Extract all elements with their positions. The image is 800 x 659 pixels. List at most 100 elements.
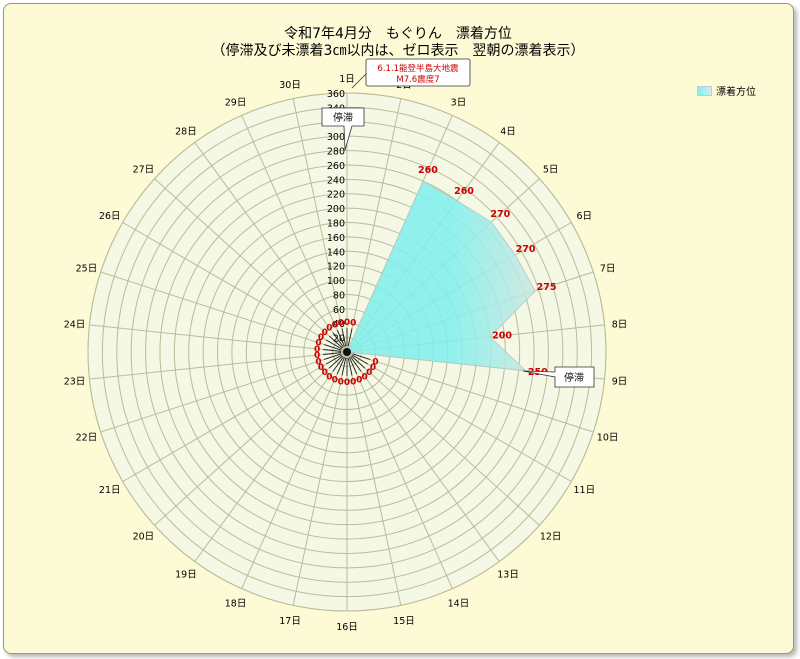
radar-spoke [194, 351, 348, 562]
radar-spoke [346, 351, 402, 606]
radar-spoke [89, 351, 348, 380]
category-label: 16日 [336, 622, 358, 633]
radial-tick-label: 100 [327, 276, 345, 287]
data-label: 0 [344, 318, 350, 328]
data-label: 260 [418, 165, 438, 176]
category-label: 20日 [133, 531, 155, 542]
data-label: 0 [344, 378, 350, 388]
category-label: 21日 [99, 485, 121, 496]
data-label: 0 [366, 368, 372, 378]
data-label: 0 [370, 363, 376, 373]
radar-spoke [122, 222, 348, 353]
radial-tick-label: 20 [333, 334, 345, 345]
category-label: 8日 [612, 319, 628, 330]
data-label: 0 [326, 324, 332, 334]
legend: 漂着方位 [697, 83, 756, 98]
data-label: 0 [314, 351, 320, 361]
radial-tick-label: 160 [327, 233, 345, 244]
radial-tick-label: 360 [327, 89, 345, 100]
category-label: 12日 [540, 531, 562, 542]
data-label: 0 [350, 377, 356, 387]
data-label: 0 [356, 375, 362, 385]
data-label: 0 [332, 375, 338, 385]
category-label: 29日 [225, 98, 247, 109]
radar-spoke [241, 115, 348, 353]
series-marker [351, 354, 369, 365]
data-label: 0 [322, 368, 328, 378]
series-area [346, 180, 536, 372]
radar-spoke [100, 351, 348, 433]
data-label: 270 [490, 209, 510, 220]
radar-spoke [154, 351, 348, 526]
radar-spoke [346, 351, 453, 589]
data-label: 270 [516, 244, 536, 255]
series-marker [350, 356, 362, 372]
radial-tick-label: 80 [333, 290, 345, 301]
radar-spoke [292, 351, 348, 606]
radar-spoke [89, 324, 348, 353]
data-label: 260 [454, 186, 474, 197]
category-label: 14日 [448, 598, 470, 609]
chart-subtitle: （停滞及び未漂着3㎝以内は、ゼロ表示 翌朝の漂着表示） [211, 43, 585, 59]
stagnation-callout-top [321, 107, 365, 151]
series-marker [341, 328, 347, 347]
data-label: 0 [326, 372, 332, 382]
series-marker [336, 357, 345, 375]
radar-spoke [154, 178, 348, 353]
data-label: 200 [492, 331, 512, 342]
category-label: 30日 [279, 80, 301, 91]
radar-spoke [122, 351, 348, 482]
radial-tick-label: 180 [327, 219, 345, 230]
series-marker [332, 332, 344, 348]
series-marker [341, 357, 347, 376]
radar-spoke [194, 142, 348, 353]
series-marker [332, 356, 344, 372]
category-label: 28日 [175, 126, 197, 137]
category-label: 7日 [600, 263, 616, 274]
series-marker [347, 328, 353, 347]
series-marker [325, 339, 343, 350]
radial-tick-label: 260 [327, 161, 345, 172]
category-label: 1日 [339, 74, 355, 85]
legend-swatch [697, 85, 712, 96]
category-label: 18日 [225, 598, 247, 609]
callout-pointer [351, 73, 367, 89]
radial-tick-label: 200 [327, 204, 345, 215]
legend-label: 漂着方位 [716, 87, 756, 98]
data-label: 0 [350, 319, 356, 329]
radar-spoke [292, 98, 348, 353]
radial-tick-label: 220 [327, 190, 345, 201]
data-label: 0 [338, 319, 344, 329]
series-marker [352, 353, 370, 360]
data-label: 0 [322, 328, 328, 338]
radial-tick-label: 280 [327, 147, 345, 158]
series-marker [351, 355, 366, 369]
radial-tick-label: 300 [327, 132, 345, 143]
series-marker [328, 335, 343, 349]
radar-spoke [346, 351, 500, 562]
data-label: 275 [537, 282, 557, 293]
category-label: 24日 [64, 319, 86, 330]
data-label: 0 [332, 321, 338, 331]
earthquake-callout [365, 58, 471, 87]
category-label: 13日 [497, 570, 519, 581]
data-label: 0 [315, 357, 321, 367]
data-label: 0 [318, 333, 324, 343]
data-label: 0 [338, 377, 344, 387]
category-label: 10日 [597, 433, 619, 444]
stagnation-callout-right-text: 停滞 [564, 371, 584, 384]
category-label: 27日 [133, 165, 155, 176]
category-label: 19日 [175, 570, 197, 581]
category-label: 4日 [500, 126, 516, 137]
series-marker [323, 352, 342, 355]
radial-tick-label: 120 [327, 262, 345, 273]
series-center-marker [343, 348, 351, 356]
series-marker [347, 357, 353, 376]
radar-spoke [241, 351, 348, 589]
radial-tick-label: 140 [327, 247, 345, 258]
data-label: 0 [318, 363, 324, 373]
category-label: 6日 [577, 211, 593, 222]
radial-tick-label: 240 [327, 175, 345, 186]
series-marker [349, 357, 358, 375]
